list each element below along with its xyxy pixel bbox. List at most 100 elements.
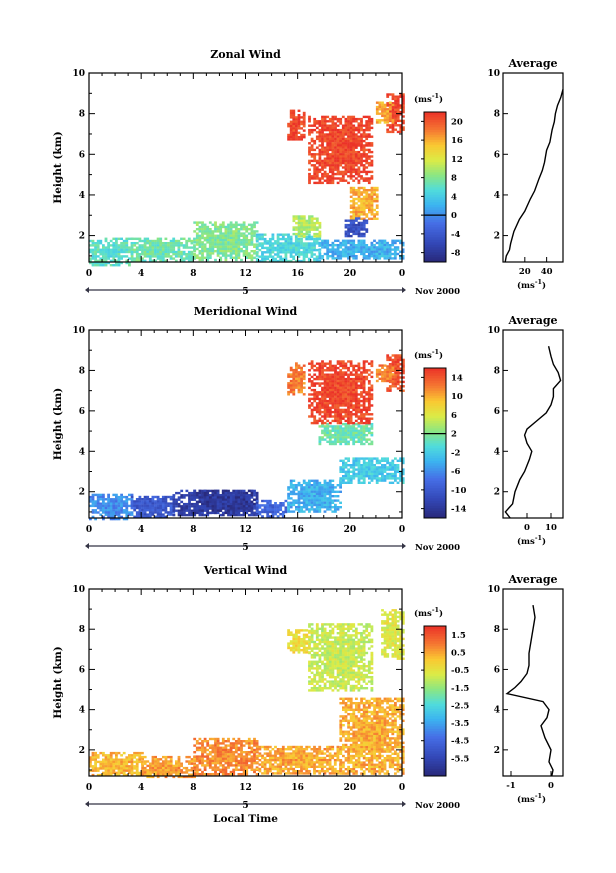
colorbar-band xyxy=(424,475,446,479)
heatmap-cell xyxy=(297,501,301,504)
x-tick-label: 0 xyxy=(399,525,405,535)
heatmap-cell xyxy=(318,377,322,381)
heatmap-cell xyxy=(302,495,306,498)
heatmap-cell xyxy=(344,161,348,165)
heatmap-cell xyxy=(308,397,311,401)
heatmap-cell xyxy=(360,377,363,381)
heatmap-cell xyxy=(159,502,163,505)
heatmap-cell xyxy=(318,226,322,229)
heatmap-cell xyxy=(315,120,319,123)
heatmap-cell xyxy=(310,506,314,509)
heatmap-cell xyxy=(310,479,314,482)
heatmap-cell xyxy=(378,239,382,242)
heatmap-cell xyxy=(349,217,353,220)
heatmap-cell xyxy=(349,148,353,152)
heatmap-cell xyxy=(342,477,345,480)
heatmap-cell xyxy=(151,504,155,507)
heatmap-cell xyxy=(365,142,369,145)
heatmap-cell xyxy=(383,479,387,482)
heatmap-cell xyxy=(308,501,311,504)
heatmap-cell xyxy=(161,253,165,256)
heatmap-cell xyxy=(367,388,371,392)
heatmap-cell xyxy=(344,255,348,258)
heatmap-cell xyxy=(297,221,301,225)
heatmap-cell xyxy=(120,244,123,247)
heatmap-cell xyxy=(148,504,152,507)
heatmap-cell xyxy=(182,509,186,512)
heatmap-cell xyxy=(347,250,350,253)
heatmap-cell xyxy=(365,470,369,473)
heatmap-cell xyxy=(138,248,142,251)
heatmap-cell xyxy=(120,246,123,249)
heatmap-cell xyxy=(373,470,376,473)
heatmap-cell xyxy=(117,257,121,260)
heatmap-cell xyxy=(365,417,369,420)
heatmap-cell xyxy=(141,253,144,256)
colorbar-band xyxy=(424,455,446,459)
heatmap-cell xyxy=(310,235,314,239)
heatmap-cell xyxy=(240,258,243,262)
heatmap-cell xyxy=(354,371,358,374)
heatmap-cell xyxy=(190,257,194,260)
heatmap-cell xyxy=(362,248,366,251)
heatmap-cell xyxy=(365,133,369,136)
heatmap-cell xyxy=(289,503,293,507)
heatmap-cell xyxy=(357,380,361,383)
heatmap-cell xyxy=(383,468,387,471)
heatmap-cell xyxy=(305,255,309,258)
heatmap-cell xyxy=(347,406,350,409)
heatmap-cell xyxy=(287,125,290,128)
heatmap-cell xyxy=(339,425,343,428)
heatmap-cell xyxy=(367,255,371,258)
heatmap-cell xyxy=(289,386,293,389)
heatmap-cell xyxy=(357,440,361,443)
heatmap-cell xyxy=(310,131,314,134)
heatmap-cell xyxy=(370,472,374,476)
x-tick-label: 0 xyxy=(399,269,405,279)
x-tick-label: 8 xyxy=(190,269,196,279)
heatmap-cell xyxy=(253,232,256,235)
heatmap-cell xyxy=(352,442,356,446)
heatmap-cell xyxy=(295,120,298,123)
heatmap-cell xyxy=(91,495,95,499)
heatmap-cell xyxy=(326,172,330,176)
heatmap-cell xyxy=(117,264,121,267)
heatmap-cell xyxy=(313,142,317,145)
heatmap-cell xyxy=(386,121,390,124)
heatmap-cell xyxy=(352,429,356,432)
heatmap-cell xyxy=(323,499,327,502)
heatmap-cell xyxy=(323,393,327,396)
heatmap-cell xyxy=(336,438,340,441)
heatmap-cell xyxy=(279,259,283,263)
date-label: Nov 2000 xyxy=(415,543,460,553)
heatmap-cell xyxy=(109,248,113,251)
heatmap-cell xyxy=(347,464,350,467)
heatmap-cell xyxy=(336,375,340,379)
heatmap-cell xyxy=(315,131,319,134)
heatmap-cell xyxy=(161,246,165,249)
heatmap-cell xyxy=(362,442,366,446)
heatmap-cell xyxy=(388,130,392,134)
heatmap-cell xyxy=(318,495,322,498)
heatmap-cell xyxy=(308,124,311,127)
heatmap-cell xyxy=(268,248,272,252)
heatmap-cell xyxy=(365,120,369,123)
heatmap-cell xyxy=(386,124,390,127)
heatmap-cell xyxy=(229,507,233,510)
heatmap-cell xyxy=(357,429,361,432)
heatmap-cell xyxy=(362,239,366,242)
heatmap-cell xyxy=(326,177,330,180)
heatmap-cell xyxy=(292,373,296,376)
heatmap-cell xyxy=(175,509,178,512)
heatmap-cell xyxy=(354,133,358,136)
heatmap-cell xyxy=(318,440,322,443)
heatmap-cell xyxy=(198,258,202,262)
heatmap-cell xyxy=(323,120,327,123)
colorbar-tick-label: -10 xyxy=(451,486,466,496)
heatmap-cell xyxy=(336,395,340,398)
heatmap-cell xyxy=(133,244,137,247)
heatmap-cell xyxy=(318,241,322,245)
heatmap-cell xyxy=(318,179,322,182)
heatmap-cell xyxy=(219,225,223,229)
heatmap-cell xyxy=(198,494,202,497)
